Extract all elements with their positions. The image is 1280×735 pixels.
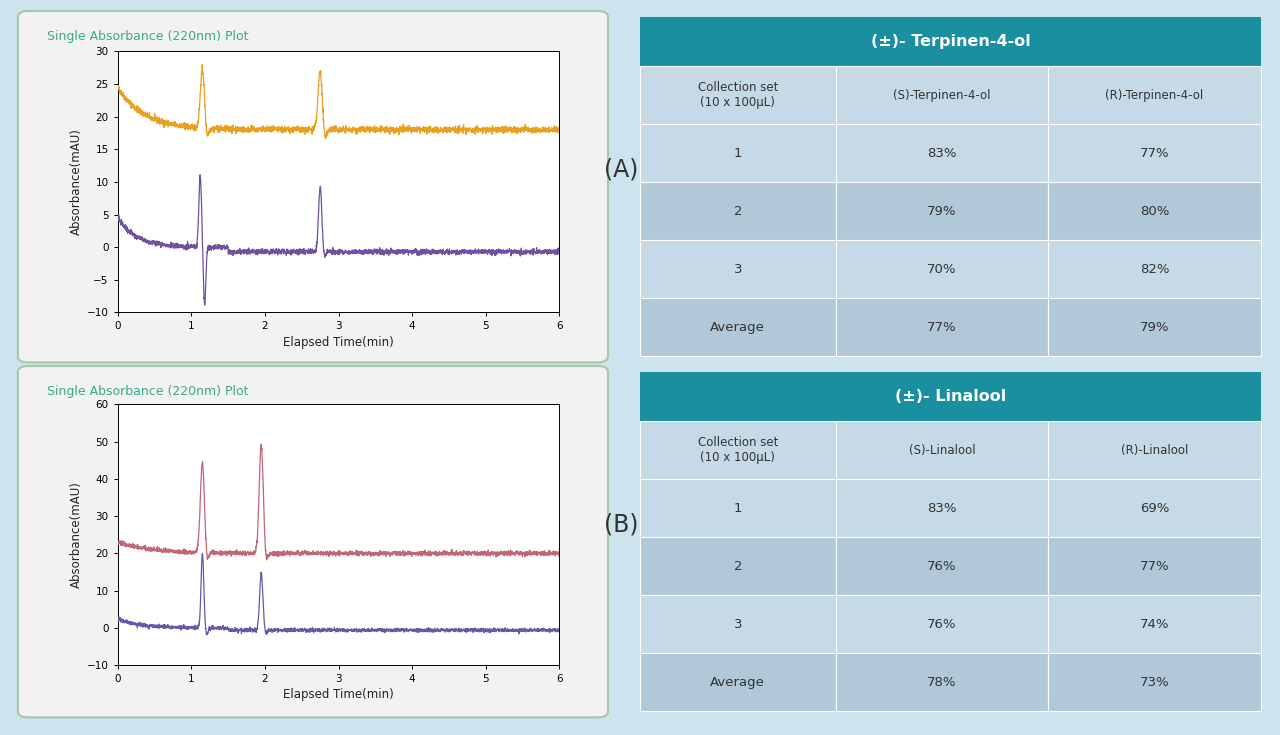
- Text: 82%: 82%: [1139, 263, 1169, 276]
- Text: Average: Average: [710, 676, 765, 689]
- Text: (R)-Linalool: (R)-Linalool: [1121, 444, 1188, 456]
- Text: 3: 3: [733, 263, 742, 276]
- Text: 79%: 79%: [927, 205, 956, 218]
- Text: 83%: 83%: [927, 502, 956, 514]
- Text: 1: 1: [733, 502, 742, 514]
- Text: Single Absorbance (220nm) Plot: Single Absorbance (220nm) Plot: [47, 385, 248, 398]
- Y-axis label: Absorbance(mAU): Absorbance(mAU): [69, 129, 83, 235]
- Text: 69%: 69%: [1139, 502, 1169, 514]
- Text: 80%: 80%: [1139, 205, 1169, 218]
- Text: 1: 1: [733, 147, 742, 159]
- X-axis label: Elapsed Time(min): Elapsed Time(min): [283, 689, 394, 701]
- X-axis label: Elapsed Time(min): Elapsed Time(min): [283, 336, 394, 348]
- Text: 70%: 70%: [927, 263, 956, 276]
- Text: 73%: 73%: [1139, 676, 1170, 689]
- Text: 77%: 77%: [1139, 560, 1170, 573]
- Text: Single Absorbance (220nm) Plot: Single Absorbance (220nm) Plot: [47, 30, 248, 43]
- Text: Collection set
(10 x 100μL): Collection set (10 x 100μL): [698, 436, 778, 465]
- Text: (S)-Terpinen-4-ol: (S)-Terpinen-4-ol: [893, 89, 991, 101]
- Text: 77%: 77%: [927, 321, 956, 334]
- Text: Collection set
(10 x 100μL): Collection set (10 x 100μL): [698, 81, 778, 110]
- Text: 79%: 79%: [1139, 321, 1169, 334]
- Text: (B): (B): [604, 513, 639, 537]
- Text: (S)-Linalool: (S)-Linalool: [909, 444, 975, 456]
- Text: (A): (A): [604, 158, 639, 182]
- Text: 74%: 74%: [1139, 618, 1169, 631]
- Text: 2: 2: [733, 560, 742, 573]
- Text: (±)- Linalool: (±)- Linalool: [895, 389, 1006, 404]
- Y-axis label: Absorbance(mAU): Absorbance(mAU): [69, 481, 83, 588]
- Text: 2: 2: [733, 205, 742, 218]
- Text: 3: 3: [733, 618, 742, 631]
- Text: (±)- Terpinen-4-ol: (±)- Terpinen-4-ol: [870, 34, 1030, 49]
- Text: (R)-Terpinen-4-ol: (R)-Terpinen-4-ol: [1106, 89, 1203, 101]
- Text: 78%: 78%: [927, 676, 956, 689]
- Text: 76%: 76%: [927, 560, 956, 573]
- Text: Average: Average: [710, 321, 765, 334]
- Text: 76%: 76%: [927, 618, 956, 631]
- Text: 77%: 77%: [1139, 147, 1170, 159]
- Text: 83%: 83%: [927, 147, 956, 159]
